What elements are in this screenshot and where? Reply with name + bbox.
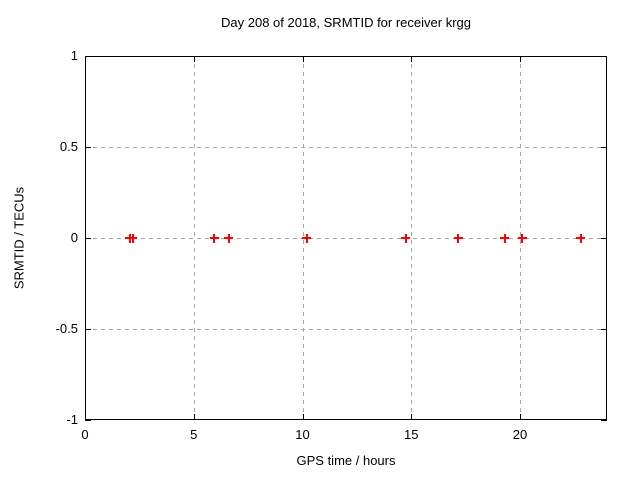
data-point-marker [401,233,411,243]
y-tick-label: -1 [66,412,78,427]
data-point-marker [453,233,463,243]
data-point-marker [576,233,586,243]
data-point-marker [128,233,138,243]
x-tick-mark-bottom [85,414,86,420]
y-tick-mark-right [601,329,607,330]
x-tick-mark-bottom [520,414,521,420]
x-tick-label: 15 [404,427,419,442]
x-tick-mark-bottom [193,414,195,420]
x-tick-mark-top [520,56,521,62]
y-tick-mark-right [601,147,607,148]
x-axis-label: GPS time / hours [296,453,396,468]
y-tick-label: 0.5 [59,139,78,154]
y-gridline [85,238,607,239]
x-tick-mark-bottom [411,414,413,420]
y-tick-mark-left [85,147,91,148]
x-tick-mark-top [193,56,195,62]
y-tick-mark-right [601,238,607,239]
x-tick-mark-top [85,56,86,62]
y-tick-mark-right [601,56,607,57]
y-tick-label: 1 [70,48,78,63]
data-point-marker [500,233,510,243]
y-gridline [85,329,607,330]
y-tick-mark-left [85,329,91,330]
x-tick-mark-top [411,56,413,62]
y-tick-mark-left [85,420,91,421]
y-tick-label: 0 [70,230,78,245]
data-point-marker [209,233,219,243]
data-point-marker [517,233,527,243]
x-tick-label: 20 [512,427,528,442]
y-tick-mark-right [601,420,607,421]
data-point-marker [302,233,312,243]
y-gridline [85,147,607,148]
x-tick-label: 0 [81,427,89,442]
chart-title: Day 208 of 2018, SRMTID for receiver krg… [221,15,471,30]
data-point-marker [224,233,234,243]
y-tick-label: -0.5 [55,321,78,336]
y-tick-mark-left [85,56,91,57]
y-tick-mark-left [85,238,91,239]
x-tick-mark-bottom [302,414,304,420]
x-tick-label: 5 [190,427,198,442]
x-tick-label: 10 [295,427,310,442]
x-tick-mark-top [302,56,304,62]
